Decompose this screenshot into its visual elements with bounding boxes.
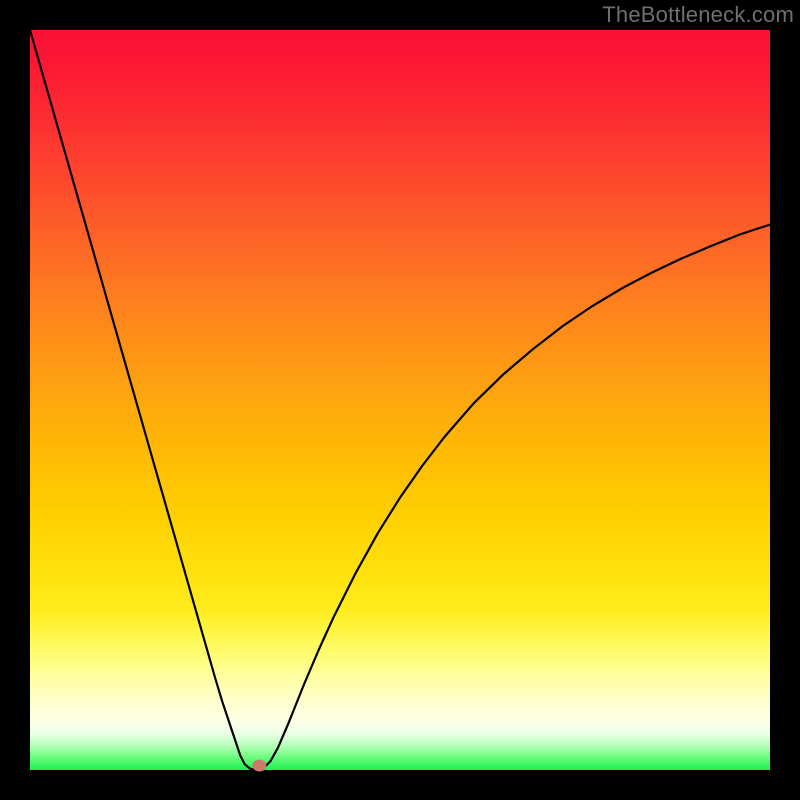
gradient-background	[30, 30, 770, 770]
bottleneck-chart	[0, 0, 800, 800]
chart-container: TheBottleneck.com	[0, 0, 800, 800]
optimum-marker	[252, 760, 266, 772]
watermark-text: TheBottleneck.com	[602, 2, 794, 28]
